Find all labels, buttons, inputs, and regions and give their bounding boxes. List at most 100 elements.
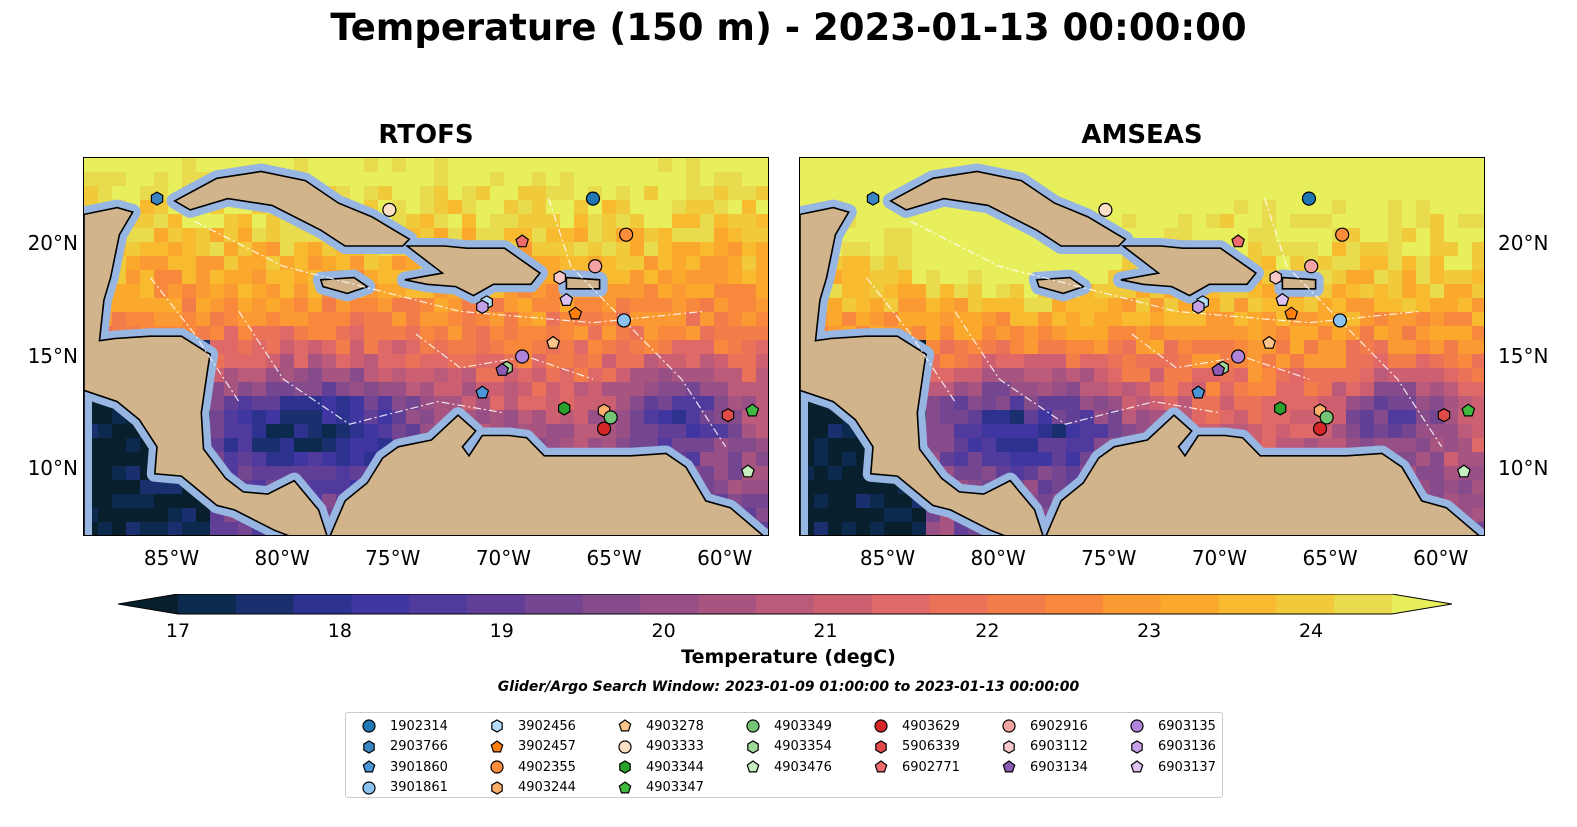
temperature-cell [350, 452, 365, 467]
temperature-cell [1416, 214, 1431, 229]
temperature-cell [154, 228, 169, 243]
temperature-cell [1304, 298, 1319, 313]
platform-marker [546, 335, 561, 349]
temperature-cell [280, 228, 295, 243]
temperature-cell [448, 354, 463, 369]
legend-entry: 5906339 [872, 737, 960, 757]
temperature-cell [814, 480, 829, 495]
temperature-cell [1094, 172, 1109, 187]
temperature-cell [728, 172, 743, 187]
temperature-cell [1108, 312, 1123, 327]
legend-label: 2903766 [390, 739, 448, 754]
temperature-cell [420, 410, 435, 425]
temperature-cell [210, 256, 225, 271]
temperature-cell [476, 368, 491, 383]
temperature-cell [224, 214, 239, 229]
temperature-cell [616, 354, 631, 369]
temperature-cell [828, 438, 843, 453]
temperature-cell [870, 298, 885, 313]
temperature-cell [448, 172, 463, 187]
temperature-cell [1136, 382, 1151, 397]
temperature-cell [700, 326, 715, 341]
temperature-cell [644, 410, 659, 425]
temperature-cell [630, 186, 645, 201]
temperature-cell [252, 214, 267, 229]
temperature-cell [1388, 312, 1403, 327]
land-cuba [889, 170, 1127, 247]
temperature-cell [1416, 284, 1431, 299]
temperature-cell [1010, 256, 1025, 271]
temperature-cell [714, 340, 729, 355]
temperature-cell [224, 424, 239, 439]
temperature-cell [728, 438, 743, 453]
temperature-cell [1192, 228, 1207, 243]
temperature-cell [224, 270, 239, 285]
temperature-cell [406, 298, 421, 313]
boundary-line [1131, 333, 1310, 380]
temperature-cell [1080, 326, 1095, 341]
temperature-cell [1010, 340, 1025, 355]
temperature-cell [686, 396, 701, 411]
temperature-cell [308, 354, 323, 369]
land-puertorico [565, 276, 601, 290]
temperature-cell [1416, 368, 1431, 383]
temperature-cell [1472, 284, 1484, 299]
temperature-cell [1136, 298, 1151, 313]
temperature-cell [742, 480, 757, 495]
temperature-cell [800, 172, 815, 187]
temperature-cell [644, 214, 659, 229]
temperature-cell [1430, 298, 1445, 313]
legend-marker [362, 780, 376, 795]
temperature-cell [630, 382, 645, 397]
temperature-cell [518, 382, 533, 397]
boundary-line [194, 220, 704, 324]
temperature-cell [1388, 158, 1403, 173]
temperature-cell [336, 466, 351, 481]
temperature-cell [84, 172, 99, 187]
temperature-cell [546, 424, 561, 439]
temperature-cell [182, 158, 197, 173]
temperature-cell [588, 228, 603, 243]
temperature-cell [252, 298, 267, 313]
temperature-cell [1402, 382, 1417, 397]
temperature-cell [1374, 326, 1389, 341]
temperature-cell [1346, 410, 1361, 425]
temperature-cell [294, 396, 309, 411]
temperature-cell [560, 200, 575, 215]
temperature-cell [1430, 396, 1445, 411]
temperature-cell [658, 354, 673, 369]
temperature-cell [588, 214, 603, 229]
platform-marker [1192, 299, 1205, 315]
temperature-cell [364, 298, 379, 313]
temperature-cell [1430, 242, 1445, 257]
temperature-cell [1416, 382, 1431, 397]
colorbar-tick-label: 20 [651, 620, 676, 642]
temperature-cell [392, 256, 407, 271]
temperature-cell [574, 200, 589, 215]
temperature-cell [560, 186, 575, 201]
temperature-cell [1220, 186, 1235, 201]
temperature-cell [968, 298, 983, 313]
temperature-cell [280, 284, 295, 299]
temperature-cell [742, 298, 757, 313]
temperature-cell [1094, 340, 1109, 355]
colorbar-outline [118, 594, 1452, 615]
temperature-cell [1402, 284, 1417, 299]
land-hispaniola [404, 245, 542, 297]
temperature-cell [1234, 158, 1249, 173]
temperature-cell [1444, 158, 1459, 173]
legend-entry: 6902916 [1000, 716, 1088, 736]
temperature-cell [336, 368, 351, 383]
temperature-cell [1220, 312, 1235, 327]
temperature-cell [658, 172, 673, 187]
temperature-cell [168, 508, 183, 523]
temperature-cell [1094, 312, 1109, 327]
temperature-cell [476, 312, 491, 327]
temperature-cell [1220, 200, 1235, 215]
temperature-cell [490, 214, 505, 229]
colorbar-tick-label: 23 [1137, 620, 1162, 642]
temperature-cell [1024, 298, 1039, 313]
temperature-cell [560, 354, 575, 369]
temperature-cell [968, 382, 983, 397]
temperature-cell [982, 284, 997, 299]
